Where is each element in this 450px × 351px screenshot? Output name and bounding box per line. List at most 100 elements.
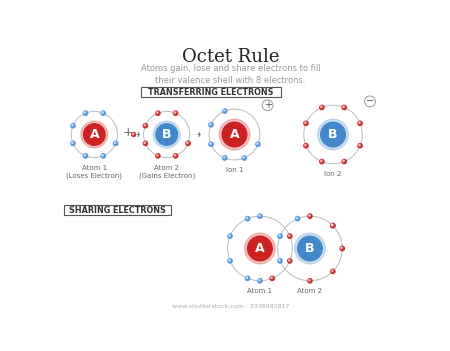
Circle shape xyxy=(84,154,86,156)
Text: Atom 2: Atom 2 xyxy=(297,288,323,294)
Circle shape xyxy=(331,224,333,226)
Circle shape xyxy=(132,133,134,135)
Circle shape xyxy=(156,111,160,115)
Circle shape xyxy=(244,233,275,264)
Circle shape xyxy=(296,217,297,219)
Text: SHARING ELECTRONS: SHARING ELECTRONS xyxy=(69,206,166,215)
Circle shape xyxy=(343,106,344,108)
Circle shape xyxy=(256,142,260,146)
Text: +: + xyxy=(123,126,134,139)
Circle shape xyxy=(173,111,178,115)
Circle shape xyxy=(278,234,282,238)
Circle shape xyxy=(187,142,188,144)
Text: A: A xyxy=(230,128,239,141)
Text: A: A xyxy=(255,242,265,255)
Circle shape xyxy=(320,106,322,108)
Circle shape xyxy=(174,154,176,156)
Circle shape xyxy=(144,124,145,126)
Circle shape xyxy=(243,157,244,158)
Circle shape xyxy=(359,144,360,146)
Circle shape xyxy=(340,246,344,251)
Circle shape xyxy=(258,215,260,216)
Circle shape xyxy=(143,124,148,128)
Circle shape xyxy=(288,234,292,238)
Circle shape xyxy=(321,122,345,147)
Circle shape xyxy=(278,259,282,263)
Circle shape xyxy=(229,235,230,236)
Circle shape xyxy=(279,259,280,261)
Circle shape xyxy=(248,236,272,261)
Text: Octet Rule: Octet Rule xyxy=(182,48,279,66)
Circle shape xyxy=(156,154,160,158)
Circle shape xyxy=(71,141,75,146)
FancyBboxPatch shape xyxy=(63,205,171,216)
Circle shape xyxy=(223,109,227,113)
Circle shape xyxy=(228,234,232,238)
Text: TRANSFERRING ELECTRONS: TRANSFERRING ELECTRONS xyxy=(148,88,274,97)
Circle shape xyxy=(143,141,148,146)
FancyBboxPatch shape xyxy=(140,87,281,97)
Text: A: A xyxy=(90,128,99,141)
Text: B: B xyxy=(328,128,338,141)
Circle shape xyxy=(223,157,225,158)
Circle shape xyxy=(245,217,250,221)
Circle shape xyxy=(258,214,262,218)
Text: Atoms gain, lose and share electrons to fill
their valence shell with 8 electron: Atoms gain, lose and share electrons to … xyxy=(141,64,320,85)
Text: Atom 1: Atom 1 xyxy=(248,288,272,294)
Circle shape xyxy=(246,217,248,219)
Circle shape xyxy=(271,277,272,278)
Circle shape xyxy=(72,142,73,144)
Circle shape xyxy=(144,142,145,144)
Circle shape xyxy=(270,276,274,280)
Text: www.shutterstock.com · 2336983817: www.shutterstock.com · 2336983817 xyxy=(172,304,289,309)
Circle shape xyxy=(186,141,190,146)
Circle shape xyxy=(341,247,342,249)
Circle shape xyxy=(256,143,258,144)
Circle shape xyxy=(331,270,333,271)
Circle shape xyxy=(157,154,158,156)
Text: Ion 2: Ion 2 xyxy=(324,171,342,177)
Circle shape xyxy=(173,154,178,158)
Circle shape xyxy=(305,122,306,124)
Text: Atom 1
(Loses Electron): Atom 1 (Loses Electron) xyxy=(66,165,122,179)
Circle shape xyxy=(153,121,180,148)
Circle shape xyxy=(288,259,290,261)
Circle shape xyxy=(157,112,158,113)
Circle shape xyxy=(258,279,262,283)
Circle shape xyxy=(320,160,322,162)
Circle shape xyxy=(223,110,225,111)
Circle shape xyxy=(245,276,250,280)
Circle shape xyxy=(72,124,73,126)
Circle shape xyxy=(229,259,230,261)
Circle shape xyxy=(331,224,335,228)
Circle shape xyxy=(132,133,135,137)
Text: B: B xyxy=(162,128,171,141)
Circle shape xyxy=(342,159,346,164)
Circle shape xyxy=(156,124,177,145)
Text: Atom 2
(Gains Electron): Atom 2 (Gains Electron) xyxy=(139,165,195,179)
Circle shape xyxy=(359,122,360,124)
Circle shape xyxy=(343,160,344,162)
Circle shape xyxy=(71,124,75,128)
Circle shape xyxy=(331,269,335,273)
Text: B: B xyxy=(305,242,315,255)
Circle shape xyxy=(114,142,116,144)
Circle shape xyxy=(308,214,312,218)
Circle shape xyxy=(308,279,312,283)
Circle shape xyxy=(102,112,104,113)
Circle shape xyxy=(288,259,292,263)
Circle shape xyxy=(318,119,348,150)
Text: +: + xyxy=(264,100,272,110)
Circle shape xyxy=(342,105,346,110)
Circle shape xyxy=(304,144,308,148)
Circle shape xyxy=(209,122,213,127)
Circle shape xyxy=(174,112,176,113)
Circle shape xyxy=(223,156,227,160)
Circle shape xyxy=(83,111,88,115)
Circle shape xyxy=(331,224,333,226)
Circle shape xyxy=(358,121,362,125)
Circle shape xyxy=(81,121,108,148)
Circle shape xyxy=(279,235,280,236)
Circle shape xyxy=(246,277,248,278)
Text: Ion 1: Ion 1 xyxy=(226,167,243,173)
